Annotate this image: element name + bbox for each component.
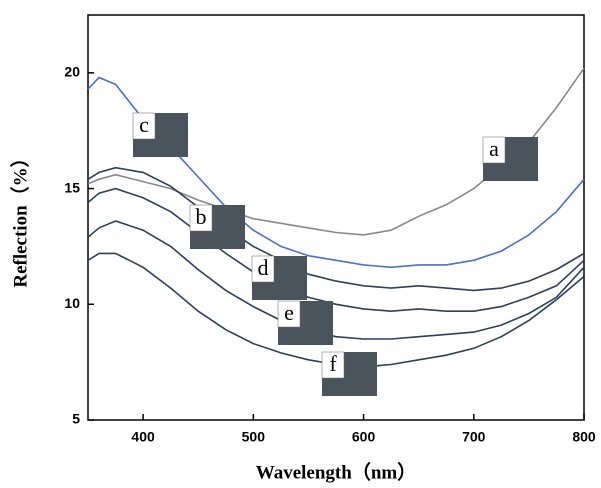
label-bg bbox=[482, 136, 506, 164]
label-bg bbox=[132, 112, 156, 140]
label-bg bbox=[251, 255, 275, 283]
x-tick-label: 700 bbox=[462, 429, 486, 445]
label-bg bbox=[277, 300, 301, 328]
x-tick-label: 600 bbox=[352, 429, 376, 445]
series-label: c bbox=[139, 112, 149, 137]
x-axis-title: Wavelength（nm） bbox=[256, 460, 416, 483]
x-tick-label: 500 bbox=[242, 429, 266, 445]
series-label: a bbox=[489, 136, 499, 161]
y-tick-label: 5 bbox=[72, 411, 80, 427]
y-tick-label: 20 bbox=[64, 64, 80, 80]
x-tick-label: 800 bbox=[572, 429, 596, 445]
series-line bbox=[87, 166, 585, 292]
series-label: d bbox=[258, 255, 269, 280]
x-tick-label: 400 bbox=[131, 429, 155, 445]
series-line bbox=[87, 252, 585, 368]
series-label: e bbox=[284, 300, 294, 325]
series-label: b bbox=[196, 204, 207, 229]
label-bg bbox=[321, 351, 345, 379]
series-line bbox=[87, 220, 585, 340]
y-tick-label: 15 bbox=[64, 179, 80, 195]
label-bg bbox=[189, 204, 213, 232]
series-label: f bbox=[329, 351, 337, 376]
series-line bbox=[87, 187, 585, 313]
plot-frame bbox=[87, 14, 585, 421]
y-tick-label: 10 bbox=[64, 295, 80, 311]
y-axis-title: Reflection（%） bbox=[8, 148, 31, 287]
